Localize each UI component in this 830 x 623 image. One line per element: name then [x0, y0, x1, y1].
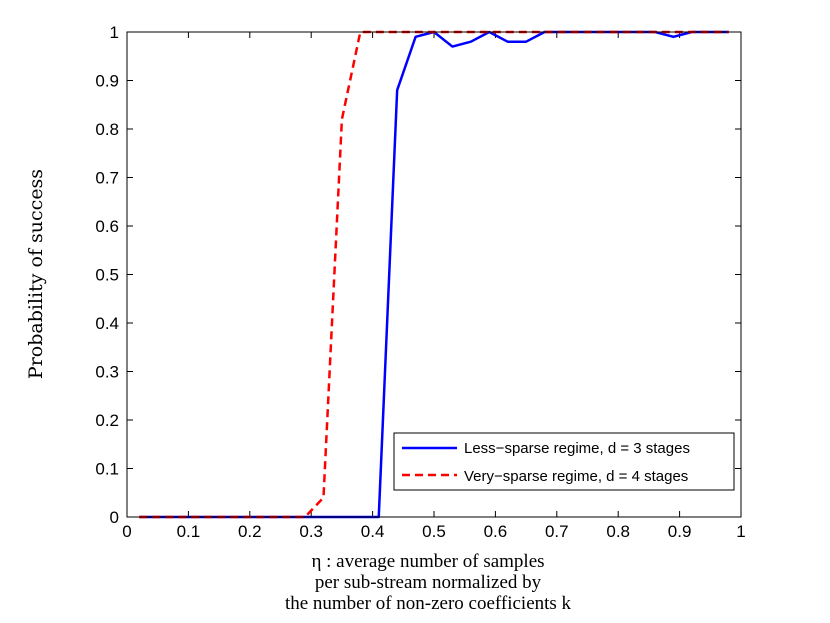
x-tick-label: 0.7 [545, 522, 569, 541]
x-tick-label: 0.9 [668, 522, 692, 541]
x-axis-label-line-2: per sub-stream normalized by [315, 572, 542, 593]
x-tick-label: 0.6 [484, 522, 508, 541]
x-tick-label: 0.4 [361, 522, 385, 541]
x-tick-label: 0.5 [422, 522, 446, 541]
y-tick-label: 0 [110, 508, 119, 527]
y-tick-label: 0.2 [95, 411, 119, 430]
y-tick-label: 0.1 [95, 460, 119, 479]
y-tick-label: 1 [110, 23, 119, 42]
x-axis-label-line-1: η : average number of samples [311, 551, 544, 572]
x-tick-label: 0 [122, 522, 131, 541]
y-tick-label: 0.5 [95, 266, 119, 285]
y-axis-label: Probability of success [25, 169, 47, 379]
x-tick-label: 0.2 [238, 522, 262, 541]
x-tick-label: 0.3 [299, 522, 323, 541]
x-tick-label: 0.8 [606, 522, 630, 541]
y-tick-label: 0.6 [95, 217, 119, 236]
legend-label-less-sparse: Less−sparse regime, d = 3 stages [464, 440, 690, 457]
plot-frame [126, 31, 742, 518]
x-tick-label: 0.1 [177, 522, 201, 541]
x-tick-label: 1 [736, 522, 745, 541]
y-tick-label: 0.8 [95, 120, 119, 139]
axis-ticks: 0 0.1 0.2 0.3 0.4 0.5 0.6 0.7 0.8 0.9 1 0 0.1 0.2 0.3 0… [95, 23, 745, 541]
y-tick-label: 0.4 [95, 314, 119, 333]
legend-label-very-sparse: Very−sparse regime, d = 4 stages [464, 468, 688, 485]
y-tick-label: 0.3 [95, 363, 119, 382]
y-tick-label: 0.7 [95, 169, 119, 188]
y-tick-label: 0.9 [95, 72, 119, 91]
legend: Less−sparse regime, d = 3 stages Very−sp… [393, 432, 735, 491]
x-axis-label-line-3: the number of non-zero coefficients k [285, 593, 572, 614]
legend-box [393, 432, 735, 491]
